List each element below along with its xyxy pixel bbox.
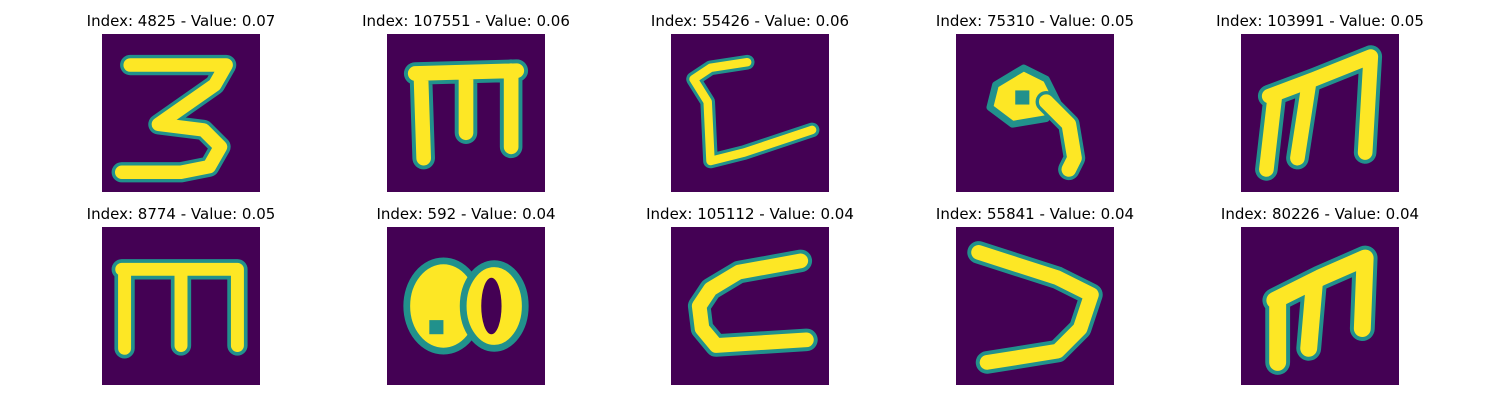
handwritten-digit-image <box>956 227 1114 385</box>
panel: Index: 75310 - Value: 0.05 <box>905 10 1165 200</box>
panel-title: Index: 55426 - Value: 0.06 <box>650 12 850 30</box>
handwritten-digit-image <box>956 34 1114 192</box>
panel: Index: 8774 - Value: 0.05 <box>51 203 311 393</box>
panel: Index: 4825 - Value: 0.07 <box>51 10 311 200</box>
panel: Index: 107551 - Value: 0.06 <box>336 10 596 200</box>
handwritten-digit-image <box>102 34 260 192</box>
panel: Index: 80226 - Value: 0.04 <box>1190 203 1450 393</box>
handwritten-digit-image <box>387 34 545 192</box>
panel: Index: 55426 - Value: 0.06 <box>620 10 880 200</box>
panel: Index: 103991 - Value: 0.05 <box>1190 10 1450 200</box>
panel-title: Index: 80226 - Value: 0.04 <box>1220 205 1420 223</box>
handwritten-digit-image <box>102 227 260 385</box>
handwritten-digit-image <box>671 227 829 385</box>
panel-title: Index: 103991 - Value: 0.05 <box>1216 12 1424 30</box>
panel: Index: 105112 - Value: 0.04 <box>620 203 880 393</box>
panel-title: Index: 8774 - Value: 0.05 <box>86 205 276 223</box>
panel-title: Index: 592 - Value: 0.04 <box>376 205 556 223</box>
handwritten-digit-image <box>1241 227 1399 385</box>
handwritten-digit-image <box>1241 34 1399 192</box>
panel-title: Index: 105112 - Value: 0.04 <box>646 205 854 223</box>
panel-title: Index: 107551 - Value: 0.06 <box>362 12 570 30</box>
panel: Index: 55841 - Value: 0.04 <box>905 203 1165 393</box>
panel-title: Index: 55841 - Value: 0.04 <box>935 205 1135 223</box>
handwritten-digit-image <box>671 34 829 192</box>
panel: Index: 592 - Value: 0.04 <box>336 203 596 393</box>
handwritten-digit-image <box>387 227 545 385</box>
panel-title: Index: 75310 - Value: 0.05 <box>935 12 1135 30</box>
panel-title: Index: 4825 - Value: 0.07 <box>86 12 276 30</box>
